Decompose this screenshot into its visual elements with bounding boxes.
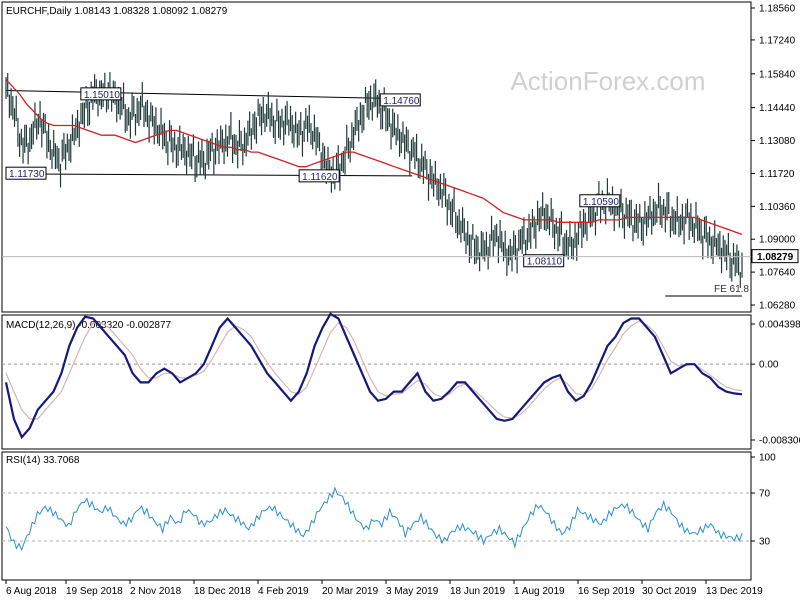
rsi-tick-label: 100 xyxy=(759,453,776,464)
price-tick-label: 1.06280 xyxy=(759,301,796,312)
price-panel xyxy=(1,1,752,313)
x-tick-label: 18 Jun 2019 xyxy=(450,586,505,597)
annotation-box xyxy=(579,194,621,208)
annotation-box xyxy=(379,93,421,107)
x-tick-label: 13 Dec 2019 xyxy=(706,586,763,597)
rsi-tick-label: 70 xyxy=(759,489,771,500)
annotation-label: 1.10590 xyxy=(583,197,620,208)
rsi-header: RSI(14) 33.7068 xyxy=(6,455,80,466)
rsi-series xyxy=(5,486,743,552)
macd-panel xyxy=(1,314,752,450)
price-tick-label: 1.07640 xyxy=(759,268,796,279)
annotation-label: 1.08110 xyxy=(527,257,563,268)
rsi-axis: 100 70 30 xyxy=(2,453,776,548)
x-tick-label: 18 Dec 2018 xyxy=(194,586,251,597)
fib-extension-label: FE 61.8 xyxy=(714,284,749,295)
annotation-label: 1.15010 xyxy=(84,90,121,101)
price-tick-label: 1.18560 xyxy=(759,4,796,15)
moving-average-line xyxy=(5,79,743,236)
current-price-marker: 1.08279 xyxy=(2,249,799,264)
x-tick-label: 20 Mar 2019 xyxy=(322,586,379,597)
rsi-tick-label: 30 xyxy=(759,537,771,548)
annotation-box xyxy=(80,87,122,101)
annotation-box xyxy=(298,169,340,183)
x-tick-label: 30 Oct 2019 xyxy=(642,586,697,597)
price-tick-label: 1.10360 xyxy=(759,202,796,213)
macd-header: MACD(12,26,9) -0.003320 -0.002877 xyxy=(6,320,172,331)
x-tick-label: 2 Nov 2018 xyxy=(130,586,182,597)
rsi-panel xyxy=(1,451,752,581)
price-tick-label: 1.17240 xyxy=(759,35,796,46)
current-price-box xyxy=(751,249,799,264)
annotation-label: 1.14760 xyxy=(383,96,420,107)
price-tick-label: 1.11720 xyxy=(759,169,795,180)
x-tick-label: 6 Aug 2018 xyxy=(6,586,57,597)
trend-line xyxy=(5,173,413,177)
rsi-line xyxy=(5,486,743,552)
x-tick-label: 16 Sep 2019 xyxy=(578,586,635,597)
x-tick-label: 1 Aug 2019 xyxy=(514,586,565,597)
price-axis: 1.18560 1.17240 1.15840 1.14440 1.13080 1.117… xyxy=(751,4,796,312)
x-tick-label: 3 May 2019 xyxy=(386,586,439,597)
macd-tick-label: 0.004398 xyxy=(759,320,800,331)
price-trend-lines xyxy=(5,89,742,297)
macd-line xyxy=(4,312,743,440)
price-annotations: 1.15010 1.14760 1.11730 1.11620 1.10590 1.081… xyxy=(5,87,749,295)
current-price-label: 1.08279 xyxy=(757,252,794,263)
watermark: ActionForex.com xyxy=(510,66,705,96)
macd-signal-line xyxy=(5,320,743,420)
macd-series xyxy=(4,312,743,440)
x-axis: 6 Aug 2018 19 Sep 2018 2 Nov 2018 18 Dec 20… xyxy=(5,580,763,597)
price-tick-label: 1.13080 xyxy=(759,136,796,147)
macd-axis: 0.004398 0.00 -0.008306 xyxy=(2,320,800,447)
annotation-label: 1.11620 xyxy=(302,172,338,183)
annotation-label: 1.11730 xyxy=(9,169,45,180)
annotation-box xyxy=(523,254,565,268)
macd-tick-label: 0.00 xyxy=(759,360,779,371)
macd-tick-label: -0.008306 xyxy=(759,436,800,447)
annotation-box xyxy=(5,166,47,180)
price-header: EURCHF,Daily 1.08143 1.08328 1.08092 1.0… xyxy=(6,6,228,17)
x-tick-label: 4 Feb 2019 xyxy=(258,586,309,597)
moving-average xyxy=(5,79,743,236)
price-tick-label: 1.14440 xyxy=(759,103,796,114)
price-tick-label: 1.09000 xyxy=(759,235,796,246)
x-tick-label: 19 Sep 2018 xyxy=(66,586,123,597)
price-tick-label: 1.15840 xyxy=(759,69,796,80)
trend-line xyxy=(5,89,413,100)
